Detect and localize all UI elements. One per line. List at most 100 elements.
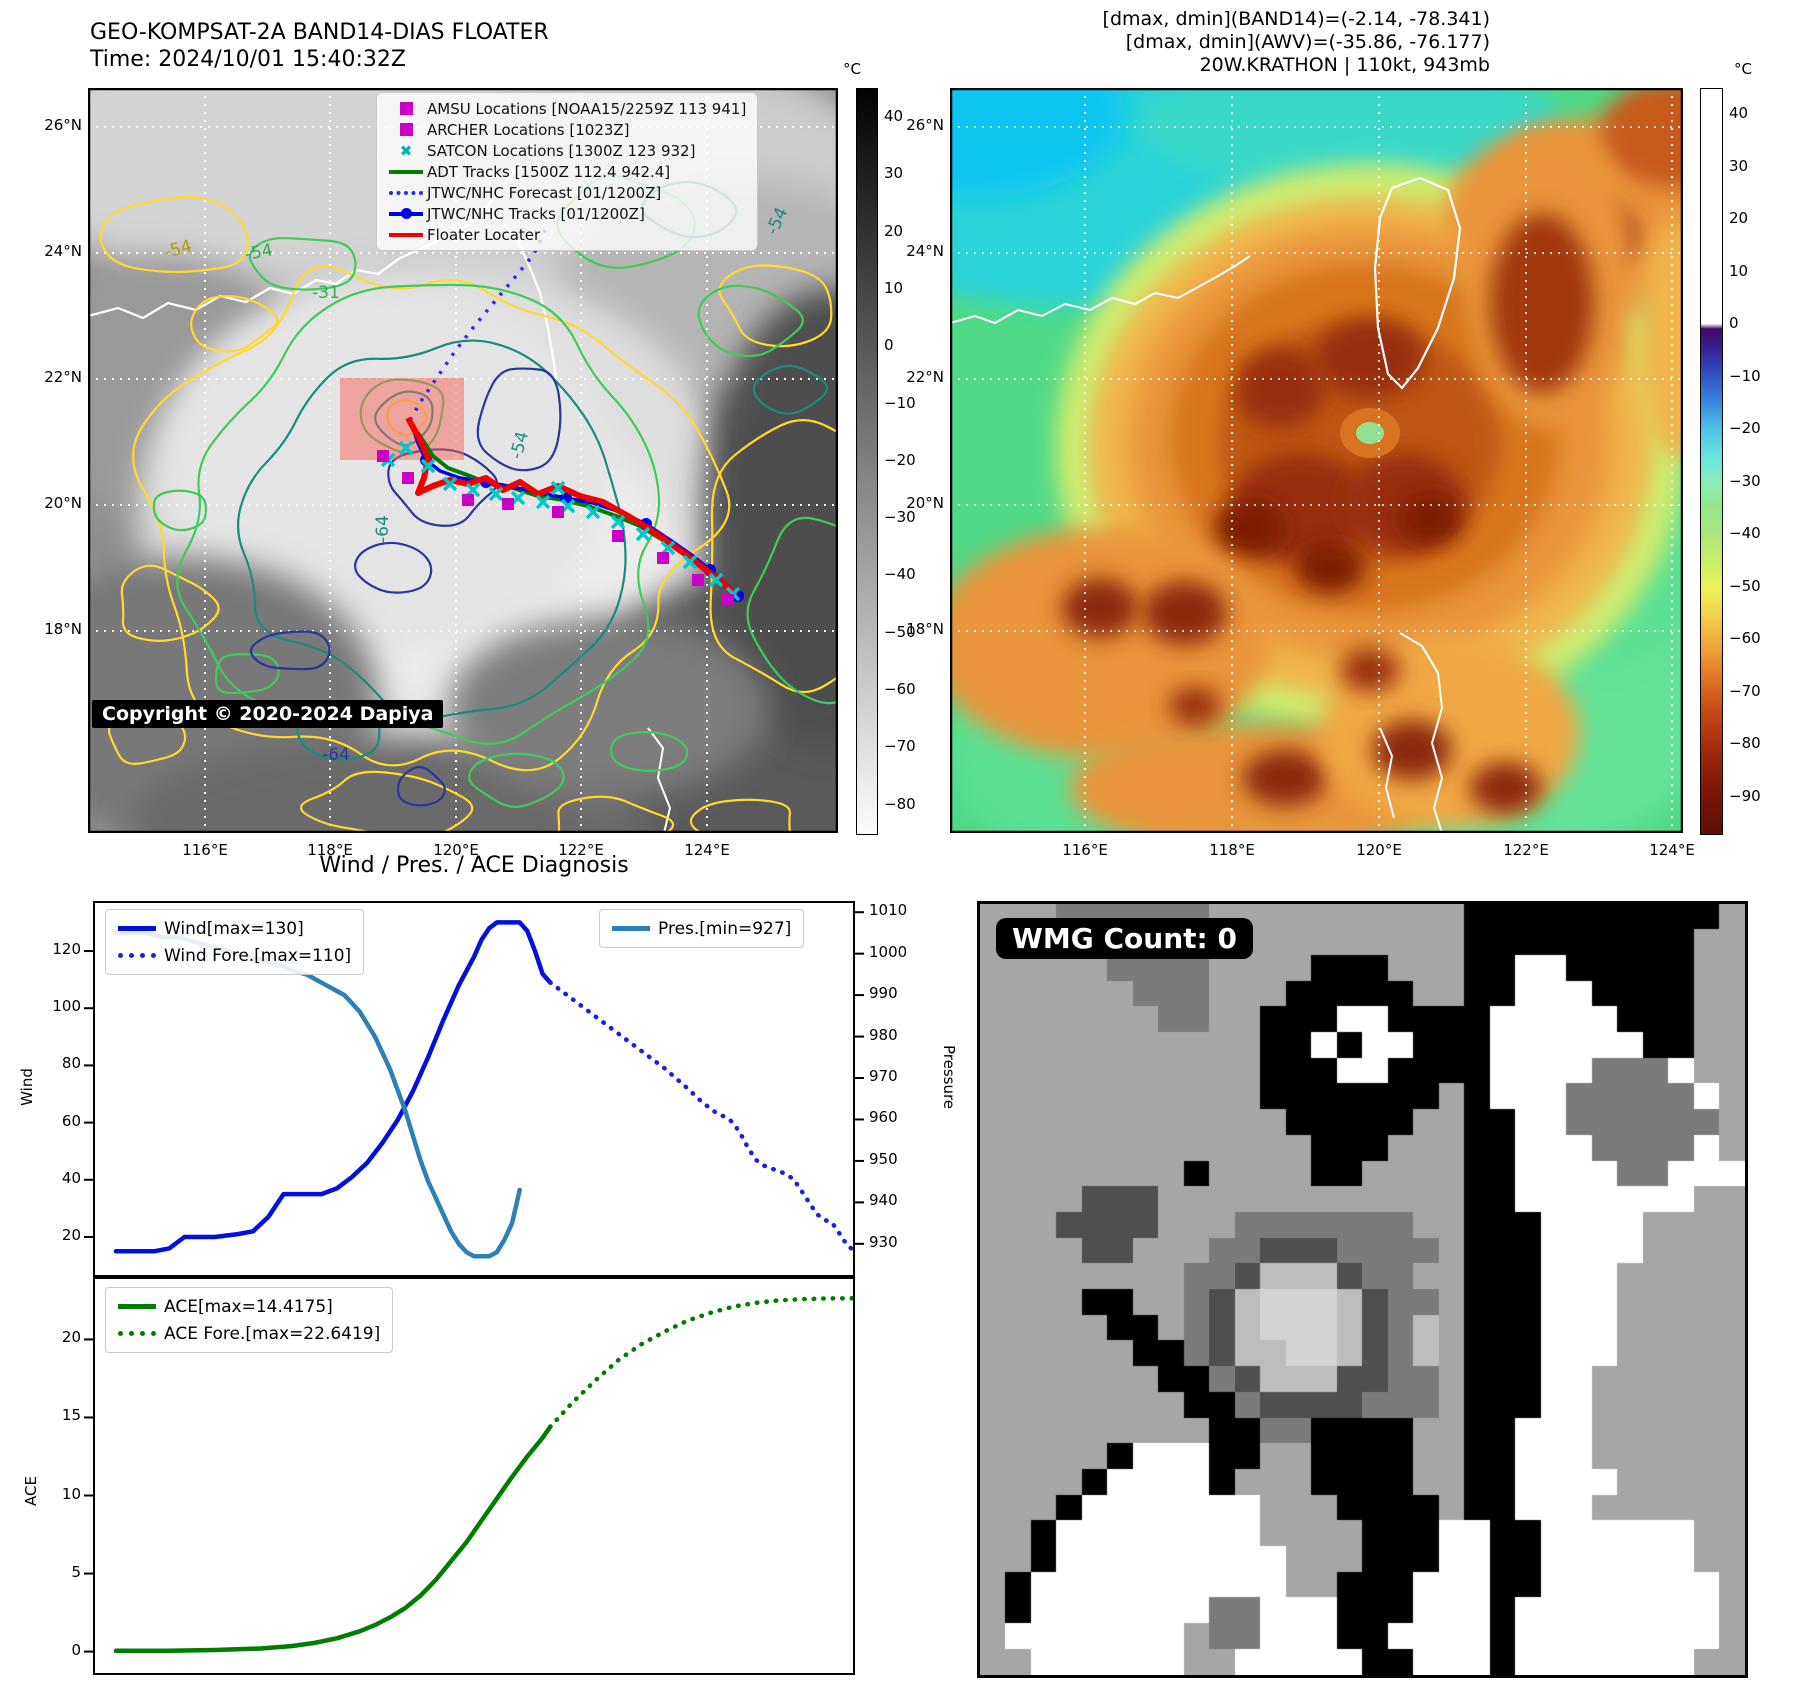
chart-legend-item: Wind Fore.[max=110] <box>118 942 351 969</box>
lon-tick-label: 124°E <box>1649 841 1695 859</box>
lon-tick-label: 118°E <box>1209 841 1255 859</box>
chart-legend-label: ACE[max=14.4175] <box>164 1296 333 1317</box>
chart-legend-label: Pres.[min=927] <box>658 918 792 939</box>
colorbar-tick-label: −40 <box>1729 524 1761 542</box>
colorbar-tick-label: −80 <box>884 794 916 813</box>
colorbar-tick-label: −70 <box>1729 681 1761 700</box>
lat-tick-label: 24°N <box>44 242 82 260</box>
axis-tick-label: 100 <box>52 997 81 1016</box>
colorbar-tick-label: 20 <box>1729 209 1749 227</box>
map1-legend-item: JTWC/NHC Forecast [01/1200Z] <box>385 182 747 203</box>
chart-legend-item: ACE[max=14.4175] <box>118 1293 380 1320</box>
wind-pressure-chart: Wind[max=130] Wind Fore.[max=110] Pres.[m… <box>84 901 864 1277</box>
colorbar-tick-label: −20 <box>884 450 916 469</box>
colorbar-tick-label: −20 <box>1729 419 1761 437</box>
colorbar-tick-label: −50 <box>1729 576 1761 595</box>
map1-legend-label: ARCHER Locations [1023Z] <box>427 120 630 139</box>
axis-tick-label: 1000 <box>869 942 908 961</box>
chart-legend-item: ACE Fore.[max=22.6419] <box>118 1320 380 1347</box>
axis-tick-label: 980 <box>869 1025 898 1044</box>
colorbar-tick-label: −10 <box>884 393 916 412</box>
square-icon <box>385 102 427 115</box>
wmg-grid-image <box>980 904 1745 1675</box>
colorbar-tick-label: 10 <box>1729 261 1749 280</box>
line-dot-icon <box>385 207 427 219</box>
axis-tick-label: 60 <box>61 1111 81 1130</box>
lat-tick-label: 22°N <box>906 368 944 386</box>
solid-line-icon <box>118 926 164 931</box>
map1-legend-label: JTWC/NHC Forecast [01/1200Z] <box>427 183 662 202</box>
wind-legend: Wind[max=130] Wind Fore.[max=110] <box>105 909 365 975</box>
colorbar-tick-label: −10 <box>1729 366 1761 385</box>
panel2-header-awv: [dmax, dmin](AWV)=(-35.86, -76.177) <box>1125 31 1490 53</box>
chart-legend-label: Wind[max=130] <box>164 918 304 939</box>
lon-tick-label: 120°E <box>1356 841 1402 859</box>
lat-tick-label: 18°N <box>906 620 944 638</box>
map1-legend-item: JTWC/NHC Tracks [01/1200Z] <box>385 203 747 224</box>
axis-tick-label: 10 <box>61 1484 81 1503</box>
colorbar-tick-label: 30 <box>884 164 904 183</box>
pressure-legend: Pres.[min=927] <box>599 909 805 948</box>
colorbar1 <box>856 88 878 835</box>
chart-legend-item: Pres.[min=927] <box>612 915 791 942</box>
panel1-title: GEO-KOMPSAT-2A BAND14-DIAS FLOATER <box>90 20 549 45</box>
band14-satellite-map: -54 -54 -31 -64 -64 -54 -54 AMSU Locations [NO… <box>88 88 838 833</box>
colorbar-tick-label: 30 <box>1729 156 1749 175</box>
lon-tick-label: 120°E <box>433 841 479 859</box>
map1-legend: AMSU Locations [NOAA15/2259Z 113 941] ARC… <box>376 92 758 251</box>
axis-tick-label: 20 <box>61 1328 81 1347</box>
map1-legend-item: ADT Tracks [1500Z 112.4 942.4] <box>385 161 747 182</box>
wmg-count-badge: WMG Count: 0 <box>996 918 1253 959</box>
map1-legend-item: ARCHER Locations [1023Z] <box>385 119 747 140</box>
lon-tick-label: 116°E <box>1062 841 1108 859</box>
chart-legend-label: Wind Fore.[max=110] <box>164 945 352 966</box>
square-icon <box>385 123 427 136</box>
colorbar-tick-label: −60 <box>884 680 916 698</box>
map1-legend-item: ✖ SATCON Locations [1300Z 123 932] <box>385 140 747 161</box>
colorbar-tick-label: 40 <box>884 107 904 125</box>
colorbar-tick-label: 0 <box>884 336 894 355</box>
lat-tick-label: 22°N <box>44 368 82 386</box>
line-icon <box>385 169 427 174</box>
contour-value-label: -64 <box>322 745 350 765</box>
solid-line-icon <box>118 1304 164 1309</box>
colorbar-tick-label: 20 <box>884 221 904 240</box>
axis-tick-label: 960 <box>869 1108 898 1127</box>
colorbar-tick-label: 10 <box>884 278 904 297</box>
colorbar-tick-label: −50 <box>884 622 916 641</box>
colorbar-tick-label: −70 <box>884 737 916 756</box>
lon-tick-label: 122°E <box>558 841 604 859</box>
colorbar-tick-label: −30 <box>1729 471 1761 490</box>
contour-value-label: -54 <box>243 240 274 265</box>
map1-legend-label: SATCON Locations [1300Z 123 932] <box>427 141 696 160</box>
axis-tick-label: 20 <box>61 1225 81 1244</box>
ir-map-canvas <box>950 88 1683 833</box>
colorbar-tick-label: 0 <box>1729 314 1739 332</box>
map1-legend-label: ADT Tracks [1500Z 112.4 942.4] <box>427 162 671 181</box>
lon-tick-label: 118°E <box>307 841 353 859</box>
solid-line-icon <box>612 926 658 931</box>
copyright-badge: Copyright © 2020-2024 Dapiya <box>92 700 444 728</box>
lat-tick-label: 26°N <box>906 116 944 134</box>
colorbar-tick-label: −80 <box>1729 734 1761 752</box>
contour-value-label: -31 <box>312 283 340 303</box>
panel2-header-storm: 20W.KRATHON | 110kt, 943mb <box>1199 54 1490 76</box>
axis-tick-label: 940 <box>869 1191 898 1210</box>
axis-tick-label: 40 <box>61 1168 81 1187</box>
axis-tick-label: 15 <box>61 1406 81 1425</box>
axis-tick-label: 930 <box>869 1232 898 1251</box>
map1-legend-label: AMSU Locations [NOAA15/2259Z 113 941] <box>427 99 747 118</box>
colorbar1-unit: °C <box>843 60 861 78</box>
band14-map-canvas: -54 -54-31-64-64-54-54 <box>88 88 838 833</box>
axis-tick-label: 1010 <box>869 901 908 920</box>
panel1-timestamp: Time: 2024/10/01 15:40:32Z <box>90 47 406 72</box>
ir-color-satellite-map <box>950 88 1683 833</box>
dotted-line-icon <box>118 953 164 958</box>
ace-chart: ACE[max=14.4175] ACE Fore.[max=22.6419] <box>84 1277 858 1675</box>
ace-legend: ACE[max=14.4175] ACE Fore.[max=22.6419] <box>105 1287 394 1353</box>
chart-legend-item: Wind[max=130] <box>118 915 351 942</box>
axis-tick-label: 950 <box>869 1149 898 1168</box>
x-icon: ✖ <box>399 141 413 160</box>
wmg-panel: WMG Count: 0 <box>977 901 1748 1678</box>
